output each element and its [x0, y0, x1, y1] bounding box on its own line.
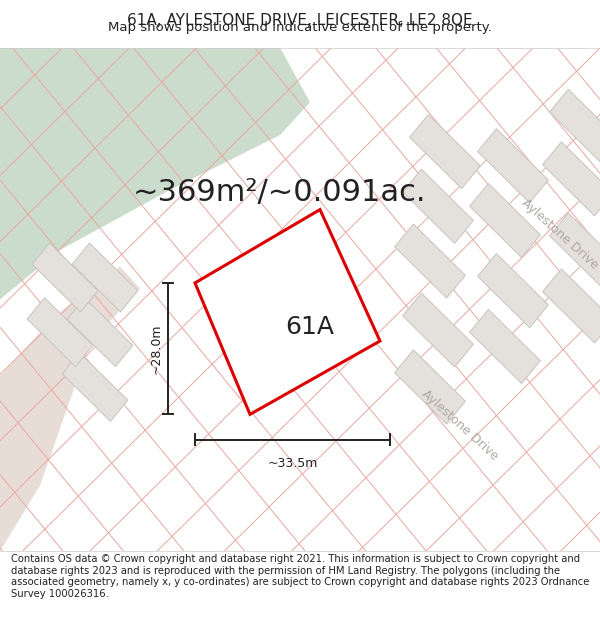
- Polygon shape: [542, 269, 600, 343]
- Polygon shape: [0, 48, 310, 299]
- Text: 61A, AYLESTONE DRIVE, LEICESTER, LE2 8QE: 61A, AYLESTONE DRIVE, LEICESTER, LE2 8QE: [127, 13, 473, 28]
- Polygon shape: [403, 293, 473, 367]
- Polygon shape: [72, 243, 138, 312]
- Polygon shape: [478, 254, 548, 328]
- Text: Aylestone Drive: Aylestone Drive: [419, 388, 501, 463]
- Polygon shape: [395, 350, 466, 424]
- Text: Contains OS data © Crown copyright and database right 2021. This information is : Contains OS data © Crown copyright and d…: [11, 554, 589, 599]
- Polygon shape: [27, 298, 93, 367]
- Text: 61A: 61A: [286, 315, 335, 339]
- Polygon shape: [478, 129, 548, 202]
- Polygon shape: [67, 298, 133, 367]
- Polygon shape: [470, 184, 541, 258]
- Polygon shape: [0, 266, 140, 551]
- Text: Aylestone Drive: Aylestone Drive: [519, 196, 600, 271]
- Polygon shape: [195, 209, 380, 414]
- Text: ~33.5m: ~33.5m: [268, 457, 317, 470]
- Polygon shape: [62, 352, 128, 421]
- Polygon shape: [403, 169, 473, 243]
- Polygon shape: [470, 309, 541, 384]
- Text: Map shows position and indicative extent of the property.: Map shows position and indicative extent…: [108, 21, 492, 34]
- Polygon shape: [550, 89, 600, 163]
- Polygon shape: [32, 243, 98, 312]
- Polygon shape: [410, 114, 481, 189]
- Polygon shape: [542, 142, 600, 216]
- Text: ~369m²/~0.091ac.: ~369m²/~0.091ac.: [133, 177, 427, 206]
- Polygon shape: [395, 224, 466, 298]
- Text: ~28.0m: ~28.0m: [149, 323, 163, 374]
- Polygon shape: [550, 213, 600, 287]
